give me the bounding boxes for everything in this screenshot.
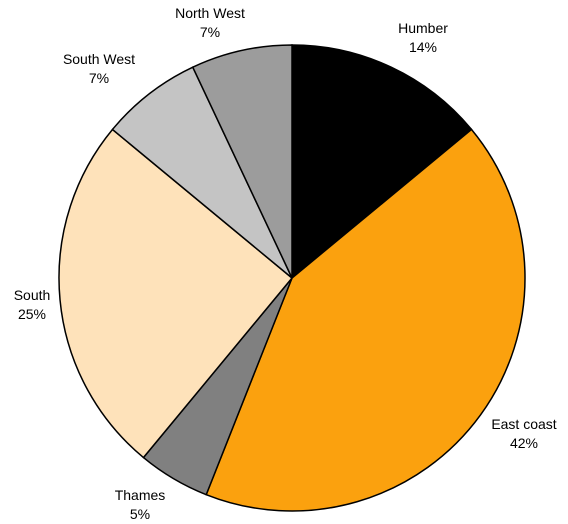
slice-south-west [111, 66, 293, 279]
value-label-east-coast: 42% [510, 435, 538, 451]
slice-north-west [191, 44, 293, 279]
slice-east-coast [205, 128, 526, 512]
labels-layer: Humber 14% East coast 42% Thames 5% South 25% So… [14, 5, 557, 522]
label-humber: Humber [398, 20, 448, 36]
value-label-south-west: 7% [89, 70, 109, 86]
slice-humber [291, 44, 473, 280]
value-label-south: 25% [18, 306, 46, 322]
label-east-coast: East coast [491, 416, 556, 432]
label-south: South [14, 287, 51, 303]
value-label-thames: 5% [130, 506, 150, 522]
slice-south [58, 128, 294, 459]
value-label-north-west: 7% [200, 24, 220, 40]
value-label-humber: 14% [409, 39, 437, 55]
label-north-west: North West [175, 5, 245, 21]
slices-layer [58, 44, 526, 512]
label-thames: Thames [115, 487, 166, 503]
label-south-west: South West [63, 51, 135, 67]
